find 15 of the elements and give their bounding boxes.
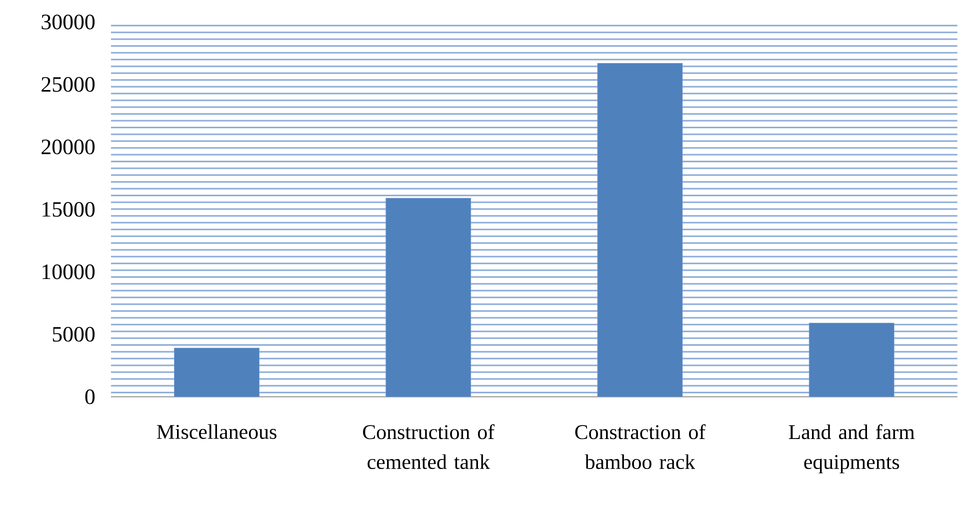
x-tick-label: Constraction of bamboo rack [575, 424, 706, 470]
bar [808, 323, 894, 397]
y-tick-label: 20000 [42, 140, 95, 154]
x-tick-label: Land and farm equipments [788, 424, 915, 474]
y-tick-label: 0 [85, 390, 95, 404]
y-tick-label: 15000 [42, 202, 95, 217]
y-tick-label: 25000 [42, 77, 95, 92]
bar [174, 348, 260, 397]
bar [386, 198, 472, 397]
x-tick-label: Construction of cemented tank [363, 424, 495, 470]
y-tick-label: 30000 [42, 14, 95, 30]
bar [597, 63, 683, 397]
x-tick-label: Miscellaneous [156, 424, 276, 440]
y-tick-label: 5000 [52, 327, 95, 342]
y-tick-label: 10000 [42, 264, 95, 280]
